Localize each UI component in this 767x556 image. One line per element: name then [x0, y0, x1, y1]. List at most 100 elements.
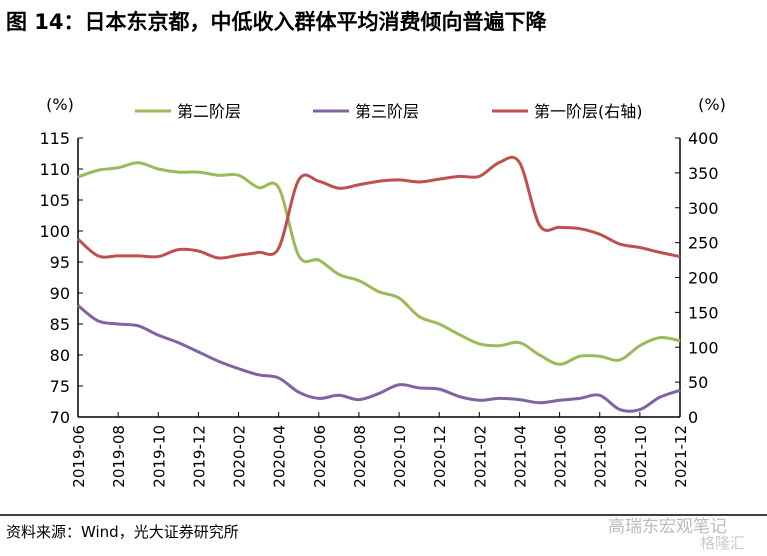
x-tick-label: 2021-06 [552, 425, 570, 488]
left-tick-label: 110 [39, 160, 70, 179]
data-point [599, 233, 601, 235]
left-tick-label: 85 [50, 315, 70, 334]
data-point [679, 389, 681, 391]
data-point [338, 273, 340, 275]
data-point [539, 224, 541, 226]
data-point [639, 409, 641, 411]
right-tick-label: 400 [688, 129, 719, 148]
chart-title: 图 14：日本东京都，中低收入群体平均消费倾向普遍下降 [6, 10, 547, 34]
data-point [318, 259, 320, 261]
data-point [398, 179, 400, 181]
data-point [398, 384, 400, 386]
data-point [77, 176, 79, 178]
x-tick-label: 2020-12 [431, 425, 449, 488]
data-point [217, 360, 219, 362]
data-point [177, 171, 179, 173]
data-point [97, 255, 99, 257]
data-point [478, 175, 480, 177]
data-point [478, 343, 480, 345]
watermark: 高瑞东宏观笔记 [608, 517, 727, 537]
data-point [458, 334, 460, 336]
data-point [298, 255, 300, 257]
data-point [679, 340, 681, 342]
data-point [518, 342, 520, 344]
x-tick-label: 2019-08 [110, 425, 128, 488]
data-point [478, 399, 480, 401]
right-axis-unit: (%) [698, 95, 726, 114]
data-point [157, 334, 159, 336]
left-axis-unit: (%) [46, 95, 74, 114]
data-point [559, 399, 561, 401]
data-point [77, 238, 79, 240]
left-tick-label: 95 [50, 253, 70, 272]
data-point [599, 394, 601, 396]
series-line-2 [77, 304, 681, 413]
data-point [639, 345, 641, 347]
data-point [97, 169, 99, 171]
data-point [579, 228, 581, 230]
data-point [77, 304, 79, 306]
data-point [378, 392, 380, 394]
data-point [659, 337, 661, 339]
data-point [458, 396, 460, 398]
left-tick-label: 75 [50, 377, 70, 396]
data-point [679, 256, 681, 258]
x-tick-label: 2019-10 [150, 425, 168, 488]
x-tick-label: 2021-10 [632, 425, 650, 488]
legend-label-3: 第一阶层(右轴) [534, 102, 643, 121]
right-tick-label: 200 [688, 269, 719, 288]
data-point [298, 179, 300, 181]
data-point [559, 226, 561, 228]
legend-label-2: 第三阶层 [355, 102, 419, 121]
data-point [659, 251, 661, 253]
data-point [619, 243, 621, 245]
data-point [278, 187, 280, 189]
right-tick-label: 50 [688, 373, 708, 392]
data-point [177, 342, 179, 344]
data-point [358, 399, 360, 401]
x-tick-label: 2020-04 [271, 425, 289, 488]
left-tick-label: 80 [50, 346, 70, 365]
data-point [258, 187, 260, 189]
right-tick-label: 250 [688, 234, 719, 253]
data-point [559, 363, 561, 365]
left-tick-label: 70 [50, 408, 70, 427]
data-point [197, 171, 199, 173]
data-point [137, 162, 139, 164]
data-point [358, 184, 360, 186]
x-tick-label: 2019-06 [70, 425, 88, 488]
data-point [378, 180, 380, 182]
data-point [217, 174, 219, 176]
data-point [599, 355, 601, 357]
data-point [197, 351, 199, 353]
source-note: 资料来源：Wind，光大证券研究所 [6, 523, 239, 541]
data-point [157, 168, 159, 170]
data-point [619, 409, 621, 411]
data-point [177, 249, 179, 251]
left-tick-label: 100 [39, 222, 70, 241]
data-point [438, 388, 440, 390]
x-tick-label: 2020-06 [311, 425, 329, 488]
data-point [418, 387, 420, 389]
x-tick-label: 2021-08 [592, 425, 610, 488]
data-point [438, 178, 440, 180]
data-point [518, 161, 520, 163]
right-tick-label: 350 [688, 164, 719, 183]
right-tick-label: 300 [688, 199, 719, 218]
data-point [157, 256, 159, 258]
data-point [117, 255, 119, 257]
x-tick-label: 2020-02 [231, 425, 249, 488]
data-point [238, 174, 240, 176]
data-point [639, 247, 641, 249]
right-tick-label: 0 [688, 408, 698, 427]
x-tick-label: 2020-10 [391, 425, 409, 488]
data-point [298, 391, 300, 393]
data-point [338, 394, 340, 396]
data-point [238, 368, 240, 370]
legend-label-1: 第二阶层 [177, 102, 241, 121]
x-tick-label: 2021-02 [471, 425, 489, 488]
data-point [539, 354, 541, 356]
right-tick-label: 100 [688, 338, 719, 357]
data-point [418, 316, 420, 318]
